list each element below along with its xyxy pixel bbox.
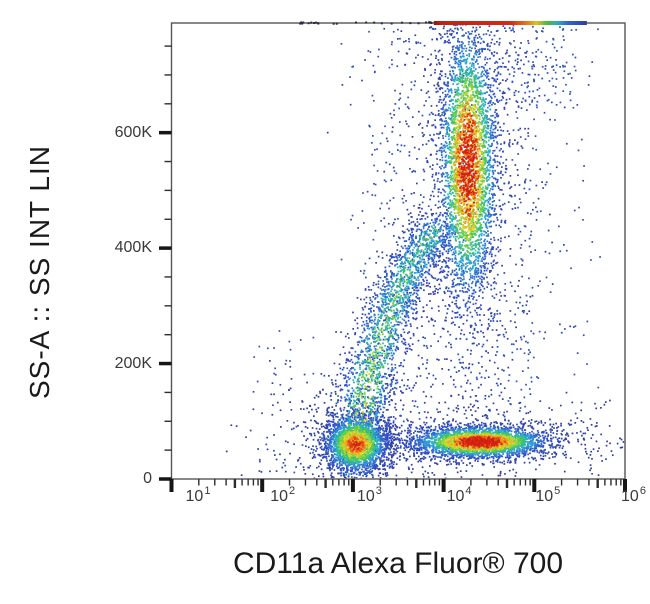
y-tick-label: 600K (114, 123, 152, 141)
y-tick-label: 400K (114, 239, 152, 257)
x-tick-label: 102 (270, 485, 296, 505)
x-tick-label: 104 (446, 485, 472, 505)
y-tick-label: 200K (114, 354, 152, 372)
y-tick-label: 0 (143, 470, 152, 487)
x-tick-label: 105 (535, 485, 561, 505)
x-tick-label: 101 (185, 485, 211, 505)
x-tick-exponent: 1 (204, 485, 211, 497)
x-tick-label: 106 (621, 485, 646, 505)
x-tick-exponent: 3 (375, 485, 382, 497)
x-tick-exponent: 4 (465, 485, 472, 497)
x-axis-title: CD11a Alexa Fluor® 700 (232, 547, 564, 580)
x-tick-exponent: 5 (554, 485, 561, 497)
x-tick-exponent: 2 (289, 485, 296, 497)
x-tick-exponent: 6 (639, 485, 646, 497)
x-tick-label: 103 (356, 485, 382, 505)
